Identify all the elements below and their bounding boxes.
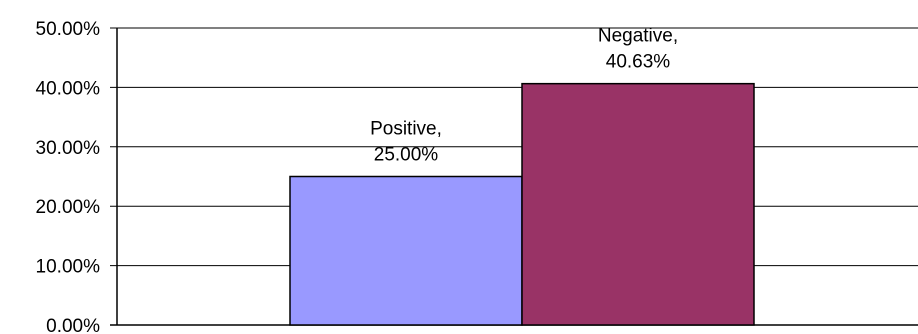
bar-negative	[521, 82, 755, 326]
data-label-value: 40.63%	[606, 52, 671, 73]
y-tick-label: 40.00%	[36, 78, 101, 99]
data-label-category: Positive,	[370, 119, 442, 140]
y-tick-labels: 0.00% 10.00% 20.00% 30.00% 40.00% 50.00%	[36, 19, 101, 334]
data-labels: Positive, 25.00% Negative, 40.63%	[370, 26, 678, 166]
y-tick-label: 0.00%	[46, 316, 100, 334]
y-tick-label: 20.00%	[36, 197, 101, 218]
y-tick-label: 50.00%	[36, 19, 101, 40]
y-tick-label: 10.00%	[36, 257, 101, 278]
data-label-value: 25.00%	[374, 145, 439, 166]
bar-positive	[289, 175, 523, 326]
data-label-category: Negative,	[598, 26, 678, 47]
y-tick-label: 30.00%	[36, 138, 101, 159]
bars	[289, 82, 755, 326]
